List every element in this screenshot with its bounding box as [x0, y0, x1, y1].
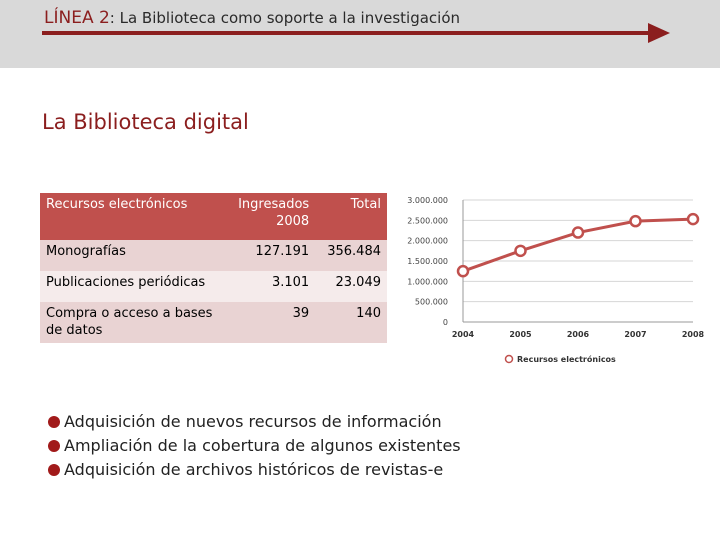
arrow-right-icon [42, 23, 670, 43]
bullet-item: Adquisición de archivos históricos de re… [48, 458, 461, 482]
header-bar: LÍNEA 2: La Biblioteca como soporte a la… [0, 0, 720, 68]
section-label: LÍNEA 2 [44, 8, 110, 28]
y-tick-label: 500.000 [415, 298, 448, 307]
data-point [514, 244, 527, 258]
table-cell: Compra o acceso a bases de datos [40, 302, 233, 343]
bullet-dot-icon [48, 464, 60, 476]
data-point [686, 212, 700, 226]
table-cell: 23.049 [315, 271, 387, 302]
y-tick-label: 1.500.000 [407, 257, 448, 266]
x-tick-label: 2008 [682, 330, 705, 339]
table-header-cell: Total [315, 193, 387, 240]
line-chart: 0 500.000 1.000.000 1.500.000 2.000.000 2.500… [407, 196, 705, 364]
resources-table: Recursos electrónicos Ingresados 2008 To… [40, 193, 387, 343]
table-cell: 127.191 [232, 240, 316, 271]
bullet-dot-icon [48, 416, 60, 428]
bullet-text: Adquisición de nuevos recursos de inform… [64, 412, 442, 431]
table-cell: 3.101 [232, 271, 316, 302]
data-point [456, 264, 470, 278]
table-cell: Monografías [40, 240, 233, 271]
bullet-list: Adquisición de nuevos recursos de inform… [48, 410, 461, 482]
table-cell: 39 [232, 302, 316, 343]
bullet-text: Adquisición de archivos históricos de re… [64, 460, 444, 479]
section-title: LÍNEA 2: La Biblioteca como soporte a la… [44, 8, 460, 28]
table-row: Compra o acceso a bases de datos 39 140 [40, 302, 387, 343]
legend-label: Recursos electrónicos [517, 354, 616, 364]
table-header-cell: Recursos electrónicos [40, 193, 233, 240]
table-cell: 140 [315, 302, 387, 343]
slide-title: La Biblioteca digital [42, 110, 249, 134]
table-row: Monografías 127.191 356.484 [40, 240, 387, 271]
table-cell: Publicaciones periódicas [40, 271, 233, 302]
data-point [571, 226, 585, 239]
y-tick-label: 2.000.000 [407, 237, 448, 246]
table-header-row: Recursos electrónicos Ingresados 2008 To… [40, 193, 387, 240]
section-text: : La Biblioteca como soporte a la invest… [109, 9, 461, 27]
y-tick-label: 1.000.000 [407, 277, 448, 286]
y-tick-label: 2.500.000 [407, 216, 448, 225]
y-tick-label: 3.000.000 [407, 196, 448, 205]
bullet-item: Adquisición de nuevos recursos de inform… [48, 410, 461, 434]
x-tick-label: 2007 [624, 330, 646, 339]
legend-marker [504, 354, 514, 364]
x-tick-label: 2006 [567, 330, 590, 339]
x-tick-label: 2004 [452, 330, 475, 339]
y-tick-label: 0 [443, 318, 448, 327]
table-cell: 356.484 [315, 240, 387, 271]
x-tick-label: 2005 [509, 330, 532, 339]
table-header-cell: Ingresados 2008 [232, 193, 316, 240]
bullet-text: Ampliación de la cobertura de algunos ex… [64, 436, 461, 455]
data-point [629, 214, 642, 228]
table-row: Publicaciones periódicas 3.101 23.049 [40, 271, 387, 302]
bullet-dot-icon [48, 440, 60, 452]
bullet-item: Ampliación de la cobertura de algunos ex… [48, 434, 461, 458]
